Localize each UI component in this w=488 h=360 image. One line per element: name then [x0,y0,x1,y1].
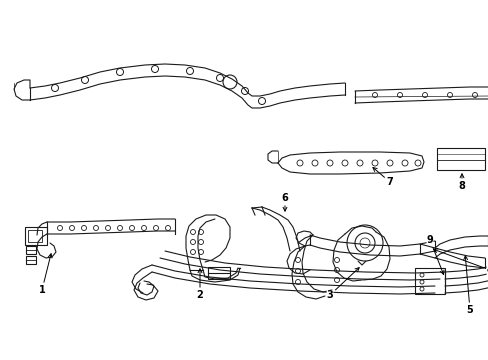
Bar [414,268,444,294]
Bar [26,256,36,264]
Bar [25,227,47,245]
Text: 6: 6 [281,193,288,211]
Text: 5: 5 [463,256,472,315]
Text: 4: 4 [433,249,488,275]
Bar [207,267,229,279]
Text: 3: 3 [326,267,359,300]
Bar [28,230,42,242]
Text: 9: 9 [426,235,443,274]
Text: 2: 2 [196,269,203,300]
Text: 8: 8 [458,174,465,191]
Text: 7: 7 [372,167,392,187]
Bar [26,246,36,254]
Bar [436,148,484,170]
Text: 1: 1 [39,254,52,295]
